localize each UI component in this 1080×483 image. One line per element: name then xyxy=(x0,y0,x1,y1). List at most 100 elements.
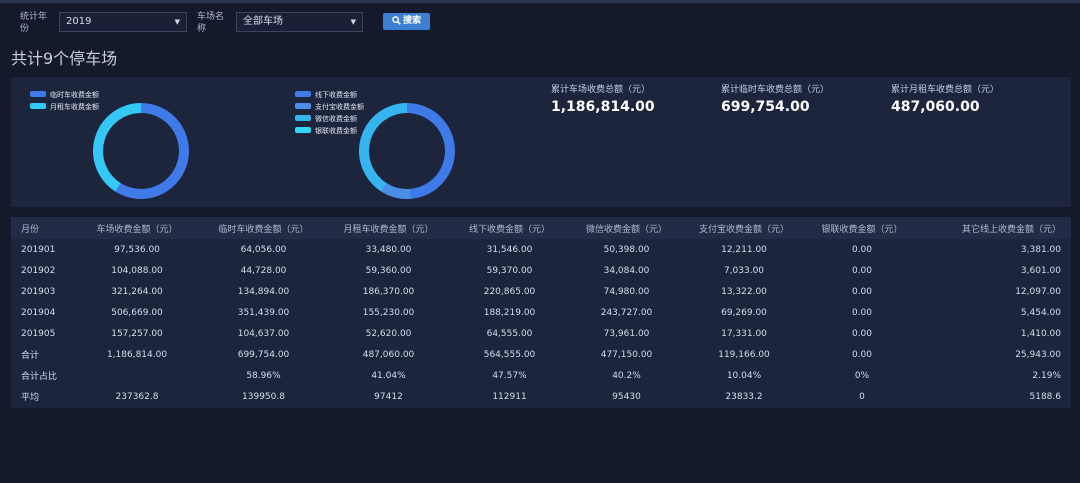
kpi-monthly-value: 487,060.00 xyxy=(891,99,980,115)
pie-slice-1[interactable] xyxy=(93,103,141,192)
table-cell xyxy=(73,365,201,386)
search-button-label: 搜索 xyxy=(402,16,421,26)
column-header: 微信收费金额（元） xyxy=(568,217,685,239)
legend-swatch xyxy=(295,127,311,133)
search-button[interactable]: 搜索 xyxy=(383,13,430,30)
table-row: 201903 321,264.00 134,894.00 186,370.00 220,… xyxy=(11,281,1071,302)
lot-select[interactable]: 全部车场 ▼ xyxy=(236,12,363,32)
table-row: 合计 1,186,814.00 699,754.00 487,060.00 564,55… xyxy=(11,344,1071,365)
table-body: 201901 97,536.00 64,056.00 33,480.00 31,546.… xyxy=(11,239,1071,407)
column-header: 线下收费金额（元） xyxy=(451,217,568,239)
top-border xyxy=(0,0,1080,3)
column-header: 银联收费金额（元） xyxy=(803,217,921,239)
table-cell: 59,360.00 xyxy=(365,265,412,276)
legend-label: 微信收费金额 xyxy=(315,115,357,123)
page-title: 共计9个停车场 xyxy=(11,49,118,68)
legend-item[interactable]: 银联收费金额 xyxy=(295,125,364,137)
column-header: 其它线上收费金额（元） xyxy=(921,217,1071,239)
table-cell: 201902 xyxy=(21,265,56,276)
table-cell: 17,331.00 xyxy=(721,328,767,339)
table-cell: 564,555.00 xyxy=(483,349,536,360)
summary-panel: 临时车收费金额 月租车收费金额 线下收费金额支付宝收费金额微信收费金额 银联收费金额 xyxy=(11,77,1071,207)
table-cell: 合计 xyxy=(21,351,40,361)
table-cell: 12,211.00 xyxy=(721,244,767,255)
search-icon xyxy=(392,16,401,25)
table-row: 合计占比 58.96% 41.04% 47.57% 40.2% 10.04% 0% 2.19% xyxy=(11,365,1071,386)
table-cell: 1,410.00 xyxy=(1020,328,1061,339)
legend-label: 临时车收费金额 xyxy=(50,91,99,99)
table-cell: 477,150.00 xyxy=(600,349,653,360)
table-cell: 97412 xyxy=(374,391,403,402)
table-cell: 10.04% xyxy=(726,370,762,381)
chart2-legend: 线下收费金额支付宝收费金额微信收费金额 银联收费金额 xyxy=(295,89,364,137)
legend-swatch xyxy=(30,91,46,97)
table-cell: 104,088.00 xyxy=(111,265,163,276)
column-header: 临时车收费金额（元） xyxy=(201,217,326,239)
table-cell: 220,865.00 xyxy=(483,286,536,297)
pie-slice-2[interactable] xyxy=(359,103,407,192)
table-header-row: 月份 车场收费金额（元） 临时车收费金额（元） 月租车收费金额（元） 线下收费金额（元）… xyxy=(11,217,1071,239)
table-cell: 3,601.00 xyxy=(1020,265,1061,276)
table-cell: 155,230.00 xyxy=(362,307,415,318)
pie-slice-0[interactable] xyxy=(407,103,456,199)
chart1-donut xyxy=(93,103,189,199)
chart2-donut xyxy=(359,103,456,199)
table-cell: 13,322.00 xyxy=(721,286,767,297)
table-cell: 3,381.00 xyxy=(1020,244,1061,255)
table-cell: 31,546.00 xyxy=(486,244,533,255)
table-cell: 47.57% xyxy=(492,370,527,381)
table-cell: 188,219.00 xyxy=(483,307,536,318)
table-cell: 0 xyxy=(859,391,865,402)
kpi-total-label: 累计车场收费总额（元） xyxy=(551,85,651,95)
legend-item[interactable]: 支付宝收费金额 xyxy=(295,101,364,113)
table-cell: 34,084.00 xyxy=(603,265,650,276)
legend-item[interactable]: 线下收费金额 xyxy=(295,89,364,101)
chevron-down-icon: ▼ xyxy=(350,18,356,26)
legend-item[interactable]: 临时车收费金额 xyxy=(30,89,99,101)
legend-swatch xyxy=(30,103,46,109)
table-cell: 0.00 xyxy=(851,265,873,276)
table-cell: 平均 xyxy=(21,393,40,403)
legend-item[interactable]: 月租车收费金额 xyxy=(30,101,99,113)
table-cell: 33,480.00 xyxy=(365,244,412,255)
table-row: 201902 104,088.00 44,728.00 59,360.00 59,370… xyxy=(11,260,1071,281)
table-cell: 64,555.00 xyxy=(486,328,533,339)
table-cell: 157,257.00 xyxy=(111,328,163,339)
table-cell: 119,166.00 xyxy=(718,349,770,360)
table-cell: 699,754.00 xyxy=(237,349,290,360)
table-cell: 59,370.00 xyxy=(486,265,533,276)
table-cell: 0.00 xyxy=(851,244,873,255)
kpi-monthly: 累计月租车收费总额（元） 487,060.00 xyxy=(891,82,999,115)
table-cell: 0% xyxy=(854,370,870,381)
year-select[interactable]: 2019 ▼ xyxy=(59,12,187,32)
table-cell: 104,637.00 xyxy=(237,328,290,339)
table-cell: 7,033.00 xyxy=(723,265,765,276)
legend-label: 线下收费金额 xyxy=(315,91,357,99)
legend-swatch xyxy=(295,103,311,109)
legend-label: 银联收费金额 xyxy=(315,127,357,135)
table-cell: 5188.6 xyxy=(1029,391,1062,402)
kpi-temporary: 累计临时车收费总额（元） 699,754.00 xyxy=(721,82,829,115)
table-cell: 97,536.00 xyxy=(114,244,160,255)
table-cell: 12,097.00 xyxy=(1015,286,1061,297)
table-cell: 64,056.00 xyxy=(240,244,287,255)
table-cell: 506,669.00 xyxy=(111,307,163,318)
table-row: 平均 237362.8 139950.8 97412 112911 95430 23833.… xyxy=(11,386,1071,407)
table-cell: 58.96% xyxy=(246,370,281,381)
kpi-total-value: 1,186,814.00 xyxy=(551,99,655,115)
legend-item[interactable]: 微信收费金额 xyxy=(295,113,364,125)
pie-slice-1[interactable] xyxy=(381,183,412,199)
table-cell: 73,961.00 xyxy=(603,328,650,339)
kpi-temporary-value: 699,754.00 xyxy=(721,99,810,115)
table-cell: 201903 xyxy=(21,286,56,297)
table-cell: 487,060.00 xyxy=(362,349,415,360)
table-cell: 5,454.00 xyxy=(1020,307,1061,318)
pie-slice-0[interactable] xyxy=(115,103,189,199)
kpi-monthly-label: 累计月租车收费总额（元） xyxy=(891,85,1000,95)
table-cell: 0.00 xyxy=(851,349,873,360)
table-cell: 201904 xyxy=(21,307,56,318)
table-cell: 合计占比 xyxy=(21,372,58,382)
table-cell: 0.00 xyxy=(851,328,873,339)
legend-swatch xyxy=(295,91,311,97)
legend-label: 月租车收费金额 xyxy=(50,103,99,111)
